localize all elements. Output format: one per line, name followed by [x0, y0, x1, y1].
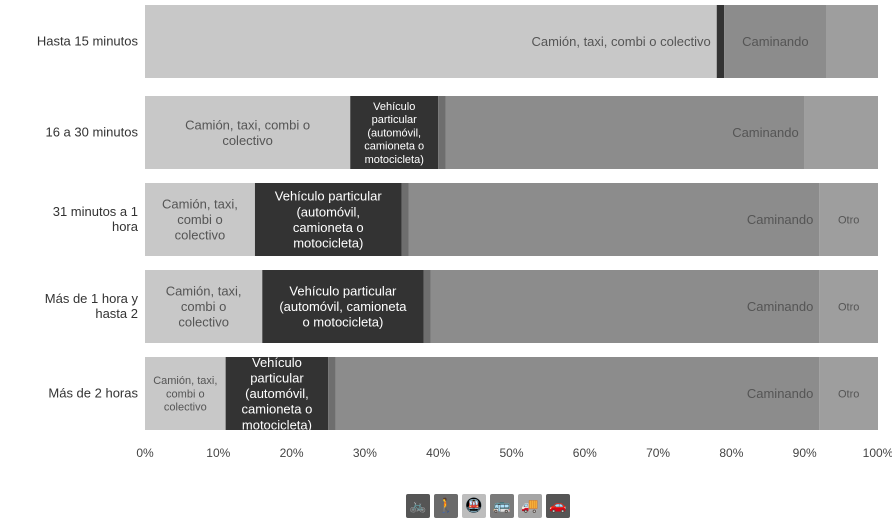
bar-segment [423, 270, 431, 343]
bar-segment [716, 5, 725, 78]
segment-label: (automóvil, [296, 204, 360, 219]
segment-label: combi o [166, 388, 205, 400]
segment-label: Otro [838, 301, 859, 313]
bar-segment [430, 270, 820, 343]
car-icon: 🚗 [546, 494, 570, 518]
x-tick-label: 50% [499, 446, 523, 460]
x-tick-label: 80% [719, 446, 743, 460]
bar-segment [328, 357, 336, 430]
x-tick-label: 30% [353, 446, 377, 460]
category-label: Hasta 15 minutos [37, 34, 139, 49]
bar-segment [145, 183, 255, 256]
x-tick-label: 0% [136, 446, 154, 460]
bar-segment [145, 5, 717, 78]
bar-segment [254, 183, 402, 256]
truck-icon: 🚚 [518, 494, 542, 518]
segment-label: o motocicleta) [302, 315, 383, 330]
segment-label: colectivo [175, 228, 226, 243]
x-tick-label: 60% [573, 446, 597, 460]
segment-label: camioneta o [242, 402, 313, 417]
bar-segment [225, 357, 329, 430]
x-tick-label: 100% [863, 446, 892, 460]
metro-icon: 🚇 [462, 494, 486, 518]
segment-label: Vehículo particular [275, 189, 383, 204]
category-label: hora [112, 219, 139, 234]
segment-label: Vehículo [252, 355, 302, 370]
segment-label: Camión, taxi, [166, 283, 242, 298]
walking-icon: 🚶 [434, 494, 458, 518]
bar-segment [408, 183, 820, 256]
segment-label: motocicleta) [365, 154, 424, 166]
bicycle-icon: 🚲 [406, 494, 430, 518]
bus-icon: 🚌 [490, 494, 514, 518]
x-tick-label: 70% [646, 446, 670, 460]
bar-segment [819, 357, 878, 430]
bar-segment [401, 183, 409, 256]
segment-label: combi o [177, 212, 223, 227]
bar-segment [826, 5, 878, 78]
segment-label: Camión, taxi, combi o [185, 117, 310, 132]
segment-label: (automóvil, [245, 386, 309, 401]
segment-label: Caminando [742, 34, 809, 49]
segment-label: Caminando [747, 386, 814, 401]
segment-label: Caminando [732, 125, 799, 140]
segment-label: colectivo [178, 315, 229, 330]
segment-label: colectivo [164, 402, 207, 414]
segment-label: particular [372, 114, 418, 126]
segment-label: camioneta o [293, 220, 364, 235]
x-tick-label: 40% [426, 446, 450, 460]
bar-segment [819, 270, 878, 343]
x-tick-label: 20% [280, 446, 304, 460]
bar-segment [335, 357, 820, 430]
segment-label: motocicleta) [242, 417, 312, 432]
bar-segment [262, 270, 424, 343]
bar-segment [145, 270, 263, 343]
bar-segment [145, 357, 226, 430]
bar-segment [819, 183, 878, 256]
stacked-bar-chart: Hasta 15 minutos Camión, taxi, combi o co… [37, 5, 892, 460]
legend: 🚲 🚶 🚇 🚌 🚚 🚗 [406, 494, 570, 518]
segment-label: Camión, taxi, [162, 196, 238, 211]
segment-label: Otro [838, 214, 859, 226]
segment-label: colectivo [222, 133, 273, 148]
bar-segment [350, 96, 439, 169]
segment-label: Camión, taxi, [153, 375, 217, 387]
segment-label: combi o [181, 299, 227, 314]
category-label: 31 minutos a 1 [53, 204, 138, 219]
segment-label: Vehículo [373, 101, 415, 113]
x-tick-label: 10% [206, 446, 230, 460]
x-tick-label: 90% [793, 446, 817, 460]
category-label: 16 a 30 minutos [45, 125, 138, 140]
bar-segment [445, 96, 805, 169]
bar-segment [724, 5, 827, 78]
segment-label: particular [250, 370, 304, 385]
segment-label: camioneta o [364, 141, 424, 153]
segment-label: Caminando [747, 299, 814, 314]
segment-label: motocicleta) [293, 235, 363, 250]
bar-segment [438, 96, 446, 169]
segment-label: Caminando [747, 212, 814, 227]
segment-label: (automóvil, [367, 127, 421, 139]
category-label: Más de 2 horas [48, 386, 138, 401]
segment-label: (automóvil, camioneta [279, 299, 407, 314]
segment-label: Camión, taxi, combi o colectivo [532, 34, 711, 49]
category-label: Más de 1 hora y [45, 291, 139, 306]
bar-segment [145, 96, 351, 169]
segment-label: Otro [838, 388, 859, 400]
bar-segment [804, 96, 878, 169]
segment-label: Vehículo particular [289, 283, 397, 298]
category-label: hasta 2 [95, 306, 138, 321]
